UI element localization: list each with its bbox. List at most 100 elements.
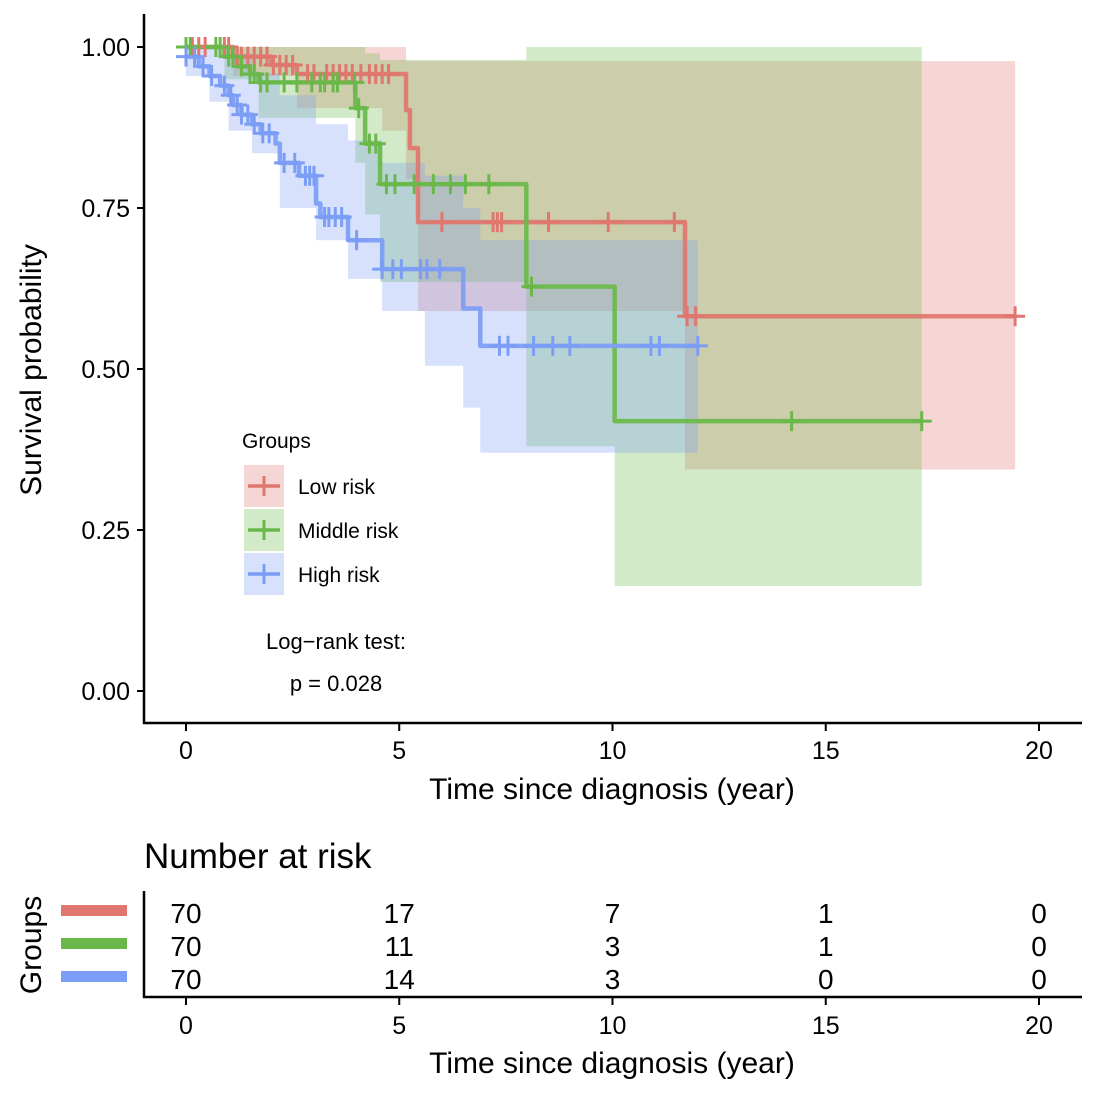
legend-label: Middle risk [298, 520, 399, 543]
risk-count: 70 [170, 964, 201, 995]
y-axis-title: Survival probability [15, 244, 48, 496]
censor-mark-high-risk [284, 152, 305, 173]
censor-mark-high-risk [649, 335, 670, 356]
censor-mark-middle-risk [180, 37, 201, 57]
y-tick-label: 0.25 [81, 517, 130, 545]
censor-mark-middle-risk [781, 411, 802, 432]
censor-marks [176, 37, 1026, 432]
censor-mark-high-risk [542, 335, 563, 356]
risk-count: 17 [384, 898, 415, 929]
y-ticks: 0.00 0.25 0.50 0.75 1.00 [81, 34, 144, 706]
ci-band-low-risk [186, 47, 1016, 470]
risk-count: 0 [1031, 898, 1047, 929]
censor-mark-high-risk [244, 114, 265, 135]
risk-count: 70 [170, 931, 201, 962]
censor-mark-high-risk [498, 335, 519, 356]
y-tick-label: 0.50 [81, 356, 130, 384]
censor-mark-low-risk [664, 212, 685, 233]
censor-mark-high-risk [687, 335, 708, 356]
y-tick-label: 1.00 [81, 34, 130, 62]
p-value-label: p = 0.028 [290, 671, 382, 696]
censor-mark-low-risk [378, 64, 399, 85]
risk-row-color-high-risk [61, 971, 127, 982]
y-tick-label: 0.75 [81, 195, 130, 223]
x-tick-label: 15 [812, 737, 840, 765]
censor-mark-middle-risk [222, 46, 243, 67]
x-tick-label: 10 [599, 737, 627, 765]
censor-mark-high-risk [429, 259, 450, 280]
legend: Groups Low risk Middle risk High risk [242, 430, 399, 595]
risk-x-tick-label: 5 [392, 1012, 406, 1040]
censor-mark-middle-risk [404, 174, 425, 195]
risk-count: 3 [605, 964, 621, 995]
x-axis-title: Time since diagnosis (year) [429, 773, 795, 806]
risk-count: 3 [605, 931, 621, 962]
risk-row-color-middle-risk [61, 938, 127, 949]
x-ticks: 0 5 10 15 20 [179, 723, 1053, 765]
censor-mark-middle-risk [365, 133, 386, 154]
legend-label: High risk [298, 564, 380, 587]
y-tick-label: 0.00 [81, 678, 130, 706]
risk-row-color-low-risk [61, 905, 127, 916]
risk-count: 0 [1031, 964, 1047, 995]
x-tick-label: 5 [392, 737, 406, 765]
risk-x-ticks: 0 5 10 15 20 [179, 997, 1053, 1040]
censor-mark-low-risk [538, 212, 559, 233]
censor-mark-middle-risk [327, 72, 348, 93]
censor-mark-low-risk [431, 212, 452, 233]
censor-mark-middle-risk [210, 37, 231, 57]
risk-x-tick-label: 10 [599, 1012, 627, 1040]
censor-mark-high-risk [559, 335, 580, 356]
censor-mark-middle-risk [455, 174, 476, 195]
censor-mark-low-risk [598, 212, 619, 233]
censor-mark-high-risk [391, 259, 412, 280]
censor-mark-high-risk [193, 56, 214, 77]
censor-mark-middle-risk [521, 276, 542, 297]
risk-count: 14 [384, 964, 415, 995]
risk-table: 70 17 7 1 070 11 3 1 070 14 3 0 0 [61, 898, 1047, 995]
censor-mark-middle-risk [423, 174, 444, 195]
risk-table-title: Number at risk [144, 837, 372, 876]
censor-mark-high-risk [331, 207, 352, 228]
legend-title: Groups [242, 430, 311, 453]
risk-table-ylabel: Groups [15, 896, 48, 994]
logrank-label: Log−rank test: [266, 629, 406, 654]
censor-mark-high-risk [523, 335, 544, 356]
censor-mark-middle-risk [911, 411, 932, 432]
x-tick-label: 0 [179, 737, 193, 765]
censor-mark-high-risk [259, 123, 280, 144]
legend-entry-high-risk: High risk [244, 553, 380, 595]
ci-band-middle-risk [186, 47, 922, 587]
censor-mark-middle-risk [478, 174, 499, 195]
survival-curve-high-risk [186, 54, 698, 349]
risk-count: 11 [385, 931, 414, 962]
censor-mark-low-risk [1005, 306, 1026, 327]
legend-entry-low-risk: Low risk [244, 465, 376, 507]
risk-count: 70 [170, 898, 201, 929]
censor-mark-middle-risk [257, 72, 278, 93]
censor-mark-high-risk [346, 230, 367, 251]
risk-count: 0 [1031, 931, 1047, 962]
risk-count: 1 [818, 898, 834, 929]
censor-mark-middle-risk [344, 72, 365, 93]
risk-count: 7 [605, 898, 621, 929]
x-tick-label: 20 [1025, 737, 1053, 765]
risk-x-tick-label: 20 [1025, 1012, 1053, 1040]
censor-mark-middle-risk [348, 98, 369, 119]
risk-x-tick-label: 15 [812, 1012, 840, 1040]
censor-mark-high-risk [227, 94, 248, 115]
censor-mark-high-risk [303, 165, 324, 186]
risk-count: 0 [818, 964, 834, 995]
censor-mark-high-risk [184, 46, 205, 67]
legend-entry-middle-risk: Middle risk [244, 509, 399, 551]
censor-mark-high-risk [201, 65, 222, 86]
legend-label: Low risk [298, 476, 376, 499]
censor-mark-low-risk [685, 306, 706, 327]
censor-mark-middle-risk [384, 174, 405, 195]
censor-mark-low-risk [491, 212, 512, 233]
censor-mark-low-risk [282, 55, 303, 76]
risk-x-axis-title: Time since diagnosis (year) [429, 1047, 795, 1080]
risk-count: 1 [818, 931, 834, 962]
risk-x-tick-label: 0 [179, 1012, 193, 1040]
